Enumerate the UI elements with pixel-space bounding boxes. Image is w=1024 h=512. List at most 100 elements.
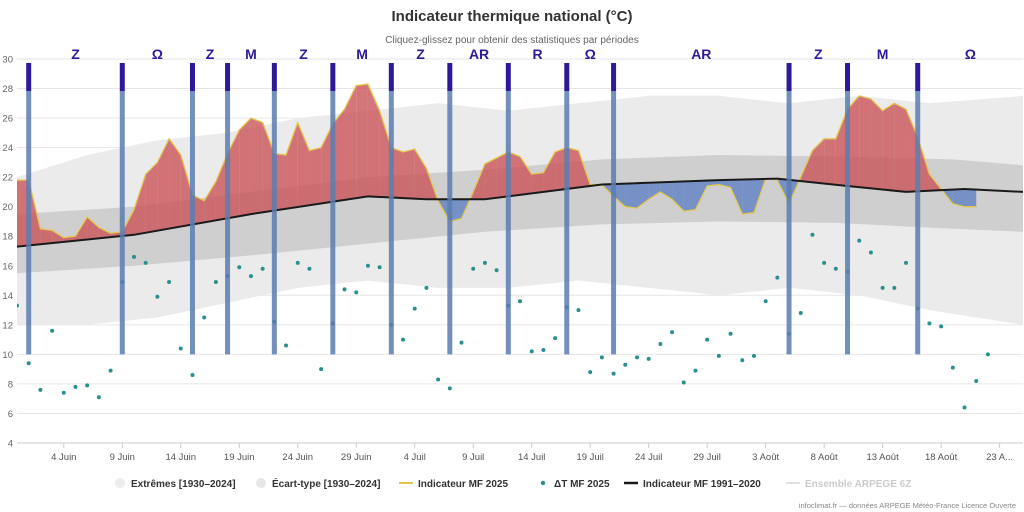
delta-point[interactable] [73,384,78,389]
plot-area[interactable]: 4 6 8 10 12 14 16 18 20 22 24 26 28 30 Z Ω Z M Z M Z AR R Ω AR Z M… [2,46,1023,463]
normal-line[interactable] [17,177,1023,248]
regime-line[interactable] [119,91,125,355]
delta-point[interactable] [202,315,207,320]
delta-point[interactable] [96,395,101,400]
regime-cap[interactable] [505,63,511,91]
delta-point[interactable] [155,294,160,299]
regime-cap[interactable] [330,63,336,91]
delta-point[interactable] [459,340,464,345]
delta-point[interactable] [424,285,429,290]
regime-line[interactable] [447,91,453,355]
regime-cap[interactable] [564,63,570,91]
delta-point[interactable] [307,266,312,271]
delta-point[interactable] [553,336,558,341]
delta-point[interactable] [658,342,663,347]
delta-point[interactable] [576,308,581,313]
delta-point[interactable] [798,311,803,316]
delta-point[interactable] [131,254,136,259]
delta-point[interactable] [892,285,897,290]
delta-point[interactable] [822,260,827,265]
delta-point[interactable] [237,265,242,270]
regime-line[interactable] [564,91,570,355]
delta-point[interactable] [15,303,19,308]
legend-item[interactable]: ΔT MF 2025 [540,479,610,490]
regime-line[interactable] [388,91,394,355]
regime-line[interactable] [26,91,32,355]
delta-point[interactable] [108,368,113,373]
delta-point[interactable] [681,380,686,385]
delta-point[interactable] [670,330,675,335]
delta-point[interactable] [857,238,862,243]
delta-point[interactable] [436,377,441,382]
delta-point[interactable] [693,368,698,373]
regime-cap[interactable] [845,63,851,91]
delta-point[interactable] [354,290,359,295]
delta-point[interactable] [61,390,66,395]
delta-point[interactable] [494,268,499,273]
regime-cap[interactable] [388,63,394,91]
delta-point[interactable] [950,365,955,370]
regime-line[interactable] [189,91,195,355]
legend-item[interactable]: Ensemble ARPEGE 6Z [786,479,911,490]
delta-point[interactable] [775,275,780,280]
delta-point[interactable] [833,266,838,271]
delta-point[interactable] [295,260,300,265]
regime-line[interactable] [271,91,277,355]
delta-point[interactable] [260,266,265,271]
regime-line[interactable] [505,91,511,355]
delta-point[interactable] [763,299,768,304]
regime-cap[interactable] [119,63,125,91]
delta-point[interactable] [143,260,148,265]
delta-point[interactable] [541,347,546,352]
delta-point[interactable] [880,285,885,290]
delta-point[interactable] [319,367,324,372]
regime-cap[interactable] [786,63,792,91]
delta-point[interactable] [623,362,628,367]
delta-point[interactable] [904,260,909,265]
regime-line[interactable] [330,91,336,355]
legend-item[interactable]: Indicateur MF 1991–2020 [624,479,761,490]
delta-point[interactable] [705,337,710,342]
regime-cap[interactable] [189,63,195,91]
delta-point[interactable] [518,299,522,304]
delta-point[interactable] [213,280,218,285]
regime-cap[interactable] [225,63,231,91]
delta-point[interactable] [927,321,932,326]
delta-point[interactable] [248,274,253,279]
delta-point[interactable] [284,343,289,348]
delta-point[interactable] [588,370,593,375]
regime-cap[interactable] [271,63,277,91]
delta-point[interactable] [365,263,370,268]
legend-item[interactable]: Extrêmes [1930–2024] [115,478,236,490]
regime-line[interactable] [786,91,792,355]
delta-point[interactable] [482,260,487,265]
legend-item[interactable]: Écart-type [1930–2024] [256,477,380,490]
delta-point[interactable] [962,405,967,410]
delta-point[interactable] [939,324,944,329]
delta-point[interactable] [412,306,417,311]
delta-point[interactable] [85,383,90,388]
legend-item[interactable]: Indicateur MF 2025 [399,479,508,490]
regime-cap[interactable] [915,63,921,91]
regime-cap[interactable] [26,63,32,91]
delta-point[interactable] [751,353,756,358]
delta-point[interactable] [50,328,55,333]
regime-line[interactable] [225,91,231,355]
delta-point[interactable] [634,355,639,360]
regime-line[interactable] [845,91,851,355]
delta-point[interactable] [447,386,452,391]
delta-point[interactable] [377,265,382,270]
delta-point[interactable] [599,355,604,360]
delta-point[interactable] [38,387,43,392]
delta-point[interactable] [611,371,616,376]
delta-point[interactable] [985,352,990,357]
delta-point[interactable] [401,337,406,342]
delta-point[interactable] [740,358,745,363]
regime-line[interactable] [611,91,617,355]
regime-cap[interactable] [611,63,617,91]
delta-point[interactable] [26,361,31,366]
delta-point[interactable] [810,232,815,237]
delta-point[interactable] [190,373,195,378]
regime-line[interactable] [915,91,921,355]
